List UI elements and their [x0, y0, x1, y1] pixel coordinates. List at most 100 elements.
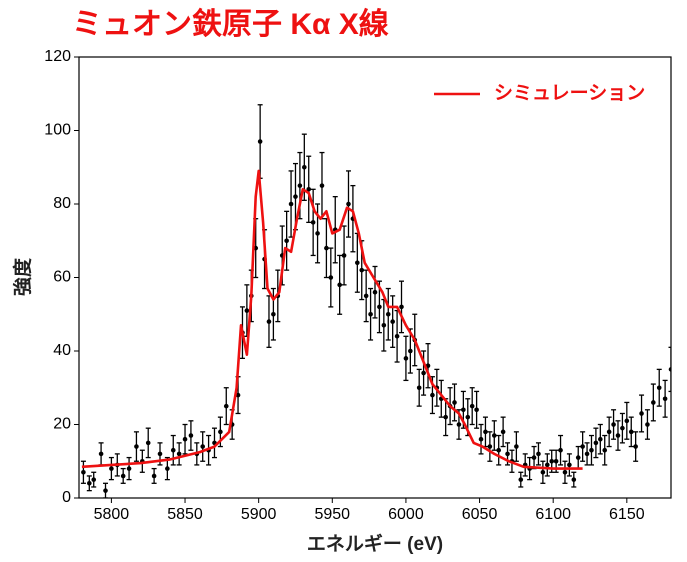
data-point — [588, 434, 594, 466]
legend-label: シミュレーション — [494, 83, 645, 104]
plot-area — [80, 104, 671, 498]
marker — [103, 488, 108, 493]
data-point — [633, 431, 639, 462]
marker — [297, 183, 303, 188]
data-point — [345, 170, 351, 238]
marker — [540, 469, 546, 475]
marker — [310, 220, 316, 225]
y-tick-label: 20 — [53, 416, 71, 433]
marker — [346, 201, 351, 207]
marker — [474, 407, 479, 413]
data-point — [86, 475, 92, 492]
data-point — [558, 434, 564, 466]
data-point — [619, 412, 625, 444]
marker — [624, 418, 630, 424]
marker — [182, 436, 188, 442]
marker — [372, 289, 378, 295]
marker — [452, 400, 457, 405]
data-point — [120, 467, 126, 484]
marker — [81, 469, 86, 475]
x-tick-label: 6000 — [388, 506, 424, 523]
marker — [399, 304, 404, 310]
data-point — [602, 434, 608, 466]
data-point — [425, 342, 431, 389]
data-point — [390, 295, 396, 348]
marker — [611, 422, 616, 427]
data-point — [182, 423, 188, 455]
marker — [359, 267, 365, 273]
data-point — [624, 401, 630, 440]
data-point — [562, 460, 568, 484]
marker — [465, 414, 471, 420]
data-point — [522, 453, 528, 477]
x-tick-label: 6150 — [609, 506, 645, 523]
marker — [87, 481, 92, 486]
marker — [662, 396, 668, 402]
data-point — [496, 434, 502, 466]
y-axis-label: 強度 — [11, 257, 34, 296]
marker — [126, 466, 132, 471]
data-point — [133, 431, 139, 462]
marker — [355, 260, 360, 266]
marker — [558, 447, 563, 453]
marker — [385, 311, 391, 317]
marker — [483, 429, 488, 435]
data-point — [662, 379, 668, 418]
data-point — [469, 387, 475, 426]
data-point — [544, 453, 550, 477]
data-point — [593, 427, 599, 459]
marker — [306, 187, 312, 192]
marker — [580, 444, 585, 449]
data-point — [145, 427, 151, 459]
data-point — [337, 254, 343, 315]
data-point — [416, 368, 422, 407]
data-point — [164, 456, 170, 481]
data-point — [176, 442, 182, 466]
data-point — [597, 423, 603, 455]
marker — [645, 422, 650, 427]
marker — [628, 429, 634, 435]
data-point — [644, 409, 650, 440]
marker — [266, 319, 272, 324]
marker — [98, 451, 104, 457]
marker — [244, 308, 250, 313]
data-point — [615, 420, 621, 451]
marker — [151, 473, 157, 479]
marker — [567, 462, 572, 468]
marker — [324, 245, 329, 251]
data-point — [403, 335, 409, 382]
marker — [430, 392, 435, 398]
data-point — [319, 151, 325, 220]
marker — [403, 356, 409, 361]
data-point — [108, 456, 114, 481]
marker — [584, 451, 590, 457]
marker — [218, 429, 223, 435]
marker — [505, 451, 510, 457]
data-point — [421, 350, 427, 396]
marker — [288, 201, 294, 207]
marker — [363, 293, 369, 299]
marker — [487, 444, 493, 449]
data-point — [535, 442, 541, 466]
y-tick-label: 40 — [53, 342, 71, 359]
marker — [562, 469, 568, 475]
marker — [531, 455, 537, 460]
x-tick-label: 5800 — [94, 506, 130, 523]
marker — [302, 164, 307, 170]
data-point — [639, 394, 645, 433]
marker — [109, 466, 114, 471]
marker — [120, 473, 126, 479]
data-point — [580, 431, 586, 462]
marker — [651, 400, 656, 405]
marker — [394, 334, 400, 339]
marker — [598, 436, 603, 442]
marker — [421, 370, 426, 376]
marker — [235, 392, 241, 398]
marker — [602, 447, 608, 453]
data-point — [628, 416, 634, 448]
marker — [165, 466, 170, 471]
data-point — [452, 383, 458, 422]
data-point — [139, 449, 145, 473]
marker — [518, 477, 524, 482]
marker — [615, 433, 621, 438]
